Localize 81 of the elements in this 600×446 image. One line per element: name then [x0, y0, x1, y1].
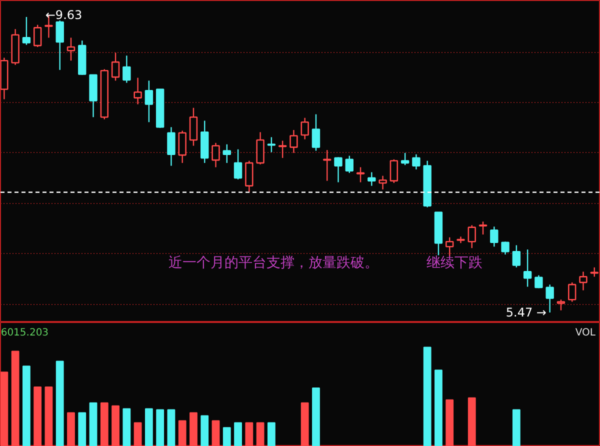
candlestick: [501, 241, 510, 256]
candlestick: [256, 132, 264, 165]
bar: [178, 420, 186, 446]
bar: [144, 408, 153, 446]
candlestick: [490, 226, 498, 248]
bar: [200, 415, 209, 446]
candlestick: [546, 284, 554, 314]
bar: [89, 402, 98, 446]
annotation: 继续下跌: [426, 254, 482, 271]
candlestick: [144, 80, 154, 123]
bar: [11, 350, 20, 446]
candlestick: [167, 126, 176, 166]
candlestick: [579, 271, 588, 291]
bar: [134, 422, 142, 446]
candlestick: [523, 248, 532, 288]
candlestick: [478, 221, 488, 236]
candlestick: [390, 158, 398, 184]
candlestick: [590, 266, 598, 278]
candlestick: [334, 156, 342, 183]
annotation: 近一个月的平台支撑，放量跌破。: [168, 254, 378, 271]
candlestick: [356, 166, 365, 183]
bar: [423, 346, 432, 446]
candlestick: [323, 149, 332, 182]
candlestick: [212, 142, 220, 168]
candlestick: [178, 130, 186, 164]
candlestick: [468, 224, 476, 249]
bar: [190, 412, 198, 446]
bar: [222, 427, 231, 446]
bar: [167, 409, 176, 446]
text: VOL: [575, 327, 596, 338]
bar: [312, 387, 320, 446]
text: 6015.203: [0, 327, 49, 338]
bar: [56, 360, 64, 446]
candlestick: [446, 236, 454, 258]
bar: [245, 422, 254, 446]
bar: [212, 420, 220, 446]
candlestick: [412, 154, 420, 170]
bar: [512, 409, 520, 446]
bar: [267, 422, 276, 446]
candlestick: [111, 52, 120, 82]
bar: [22, 366, 30, 446]
candlestick: [278, 140, 287, 159]
bar: [78, 412, 86, 446]
candlestick: [345, 155, 354, 174]
candlestick: [66, 37, 76, 62]
bar: [256, 422, 264, 446]
bar: [100, 402, 108, 446]
candlestick: [312, 114, 320, 152]
bar: [0, 372, 8, 446]
candlestick: [234, 148, 242, 180]
candlestick: [378, 175, 387, 190]
candlestick: [189, 107, 198, 146]
candlestick: [568, 282, 576, 302]
bar: [34, 386, 42, 446]
candlestick: [222, 144, 231, 164]
bar: [234, 422, 242, 446]
bar: [300, 402, 309, 446]
bar: [468, 397, 476, 446]
annotation: ←9.63: [45, 8, 82, 22]
candlestick: [368, 172, 376, 186]
candlestick: [22, 16, 31, 46]
bar: [44, 386, 53, 446]
bar: [446, 399, 454, 446]
candlestick: [400, 152, 410, 166]
annotation: 5.47 →: [506, 305, 546, 320]
candlestick: [512, 244, 521, 268]
candlestick: [556, 299, 566, 311]
bar: [156, 409, 164, 446]
bar: [434, 370, 442, 446]
candlestick: [33, 24, 42, 48]
candlestick: [300, 117, 309, 140]
candlestick: [122, 55, 131, 84]
candlestick: [267, 136, 276, 153]
candlestick: [534, 274, 543, 289]
candlestick: [134, 77, 142, 105]
bar: [122, 408, 131, 446]
candlestick: [56, 20, 64, 71]
candlestick: [290, 129, 298, 154]
candlestick: [245, 160, 254, 193]
bar: [67, 412, 75, 446]
bar: [112, 405, 120, 446]
